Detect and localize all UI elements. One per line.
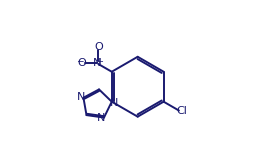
Text: O: O	[77, 58, 86, 68]
Text: N: N	[97, 113, 105, 123]
Text: N: N	[76, 92, 85, 102]
Text: N: N	[109, 98, 118, 108]
Text: −: −	[76, 56, 83, 65]
Text: +: +	[96, 57, 103, 66]
Text: O: O	[94, 42, 103, 52]
Text: N: N	[93, 58, 101, 68]
Text: Cl: Cl	[177, 106, 188, 116]
